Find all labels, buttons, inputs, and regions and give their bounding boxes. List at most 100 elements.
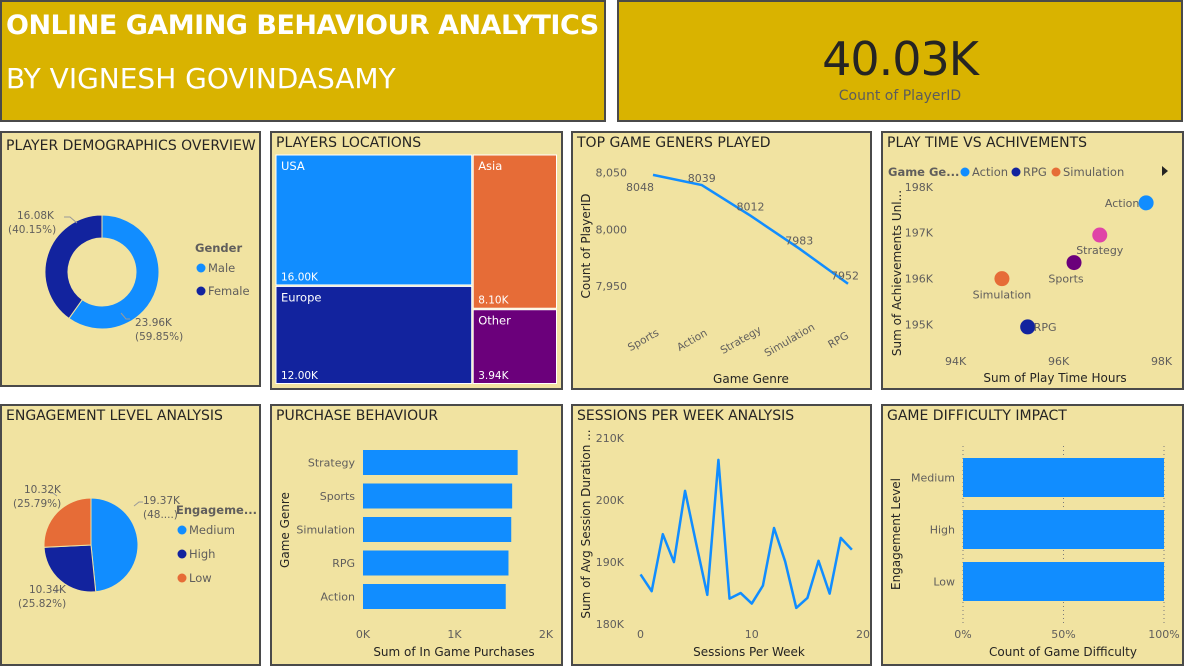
y-tick-label: 197K bbox=[905, 227, 934, 240]
data-label: 10.34K bbox=[29, 584, 67, 596]
data-label: 7983 bbox=[785, 235, 813, 248]
data-label: 23.96K bbox=[135, 317, 173, 329]
x-axis-title: Count of Game Difficulty bbox=[989, 645, 1137, 659]
bar-sports[interactable] bbox=[363, 483, 513, 509]
engagement-panel[interactable]: ENGAGEMENT LEVEL ANALYSIS 19.37K (48....)… bbox=[0, 404, 261, 666]
legend-label: Male bbox=[208, 261, 235, 275]
pie-slice-high[interactable] bbox=[43, 544, 97, 593]
point-label: Sports bbox=[1048, 273, 1084, 286]
legend-marker[interactable] bbox=[177, 525, 187, 535]
data-label: 8012 bbox=[737, 201, 765, 214]
leader-line[interactable] bbox=[50, 492, 58, 497]
data-label: (25.82%) bbox=[18, 598, 66, 610]
pie-slice-low[interactable] bbox=[43, 497, 92, 548]
sessions-panel[interactable]: SESSIONS PER WEEK ANALYSIS 180K 190K 200K 2… bbox=[571, 404, 872, 666]
locations-panel[interactable]: PLAYERS LOCATIONS USA 16.00K Europe 12.00K A… bbox=[270, 131, 563, 390]
y-tick-label: 190K bbox=[596, 556, 625, 569]
bar-rpg[interactable] bbox=[363, 550, 509, 576]
y-tick-label: 196K bbox=[905, 273, 934, 286]
bar-action[interactable] bbox=[363, 584, 506, 609]
legend-label: Action bbox=[972, 165, 1008, 179]
legend-marker[interactable] bbox=[1011, 167, 1021, 177]
playtime-scatter-chart[interactable]: Game Ge... Action RPG Simulation 195K 196K 197… bbox=[883, 133, 1184, 390]
y-tick-label: Sports bbox=[320, 490, 356, 503]
y-tick-label: RPG bbox=[332, 557, 355, 570]
locations-treemap[interactable]: USA 16.00K Europe 12.00K Asia 8.10K Other 3.94K bbox=[272, 133, 563, 390]
y-tick-label: Low bbox=[933, 576, 955, 589]
dashboard-title: ONLINE GAMING BEHAVIOUR ANALYTICS bbox=[6, 10, 599, 41]
point-label: Simulation bbox=[973, 289, 1032, 302]
dashboard-author: BY VIGNESH GOVINDASAMY bbox=[6, 62, 396, 95]
treemap-cell-europe[interactable] bbox=[275, 285, 473, 384]
leader-line[interactable] bbox=[64, 216, 78, 224]
legend-label: Simulation bbox=[1063, 165, 1124, 179]
y-tick-label: 7,950 bbox=[596, 280, 628, 293]
x-tick-label: 98K bbox=[1151, 355, 1173, 368]
treemap-cell-asia[interactable] bbox=[472, 154, 558, 309]
leader-line[interactable] bbox=[120, 312, 130, 320]
y-axis-title: Engagement Level bbox=[889, 478, 903, 590]
x-tick-label: 0K bbox=[356, 628, 371, 641]
series-line[interactable] bbox=[639, 458, 853, 610]
y-tick-label: 180K bbox=[596, 618, 625, 631]
x-tick-label: 10 bbox=[745, 628, 759, 641]
difficulty-panel[interactable]: GAME DIFFICULTY IMPACT 0% 50% 100% Medium Hi… bbox=[881, 404, 1184, 666]
donut-slice-male[interactable] bbox=[68, 214, 160, 330]
legend-marker[interactable] bbox=[1051, 167, 1061, 177]
x-tick-label: 50% bbox=[1051, 628, 1075, 641]
difficulty-bar-chart[interactable]: 0% 50% 100% Medium High Low Count of Game Diff… bbox=[883, 406, 1184, 666]
bar-strategy[interactable] bbox=[363, 450, 518, 475]
scatter-point-simulation[interactable] bbox=[994, 271, 1010, 287]
treemap-cell-usa[interactable] bbox=[275, 154, 473, 286]
kpi-card[interactable]: 40.03K Count of PlayerID bbox=[617, 0, 1183, 122]
y-tick-label: Action bbox=[321, 591, 355, 604]
legend-marker[interactable] bbox=[960, 167, 970, 177]
bar-medium[interactable] bbox=[963, 458, 1164, 497]
legend-label: Female bbox=[208, 284, 250, 298]
bar-simulation[interactable] bbox=[363, 517, 512, 542]
legend-marker[interactable] bbox=[177, 573, 187, 583]
treemap-value: 16.00K bbox=[281, 271, 319, 283]
treemap-label: Asia bbox=[478, 159, 502, 173]
legend-marker[interactable] bbox=[196, 286, 206, 296]
series-line[interactable] bbox=[652, 173, 849, 285]
bar-low[interactable] bbox=[963, 562, 1164, 601]
x-tick-label: 0 bbox=[637, 628, 644, 641]
treemap-label: USA bbox=[281, 159, 305, 173]
legend-label: Low bbox=[189, 571, 212, 585]
y-axis-title: Sum of Achievements Unl... bbox=[890, 190, 904, 356]
donut-slice-female[interactable] bbox=[44, 214, 103, 320]
panel-title: SESSIONS PER WEEK ANALYSIS bbox=[577, 408, 795, 424]
genres-panel[interactable]: TOP GAME GENERS PLAYED 7,950 8,000 8,050 80… bbox=[571, 131, 872, 390]
legend-marker[interactable] bbox=[177, 549, 187, 559]
scatter-point-action[interactable] bbox=[1138, 195, 1154, 211]
data-label: (59.85%) bbox=[135, 331, 183, 343]
playtime-panel[interactable]: PLAY TIME VS ACHIVEMENTS Game Ge... Actio… bbox=[881, 131, 1184, 390]
legend-label: High bbox=[189, 547, 215, 561]
sessions-line-chart[interactable]: 180K 190K 200K 210K 0 10 20 Sessions Per Week Su… bbox=[573, 406, 872, 666]
pie-slice-medium[interactable] bbox=[90, 497, 139, 593]
leader-line[interactable] bbox=[133, 501, 143, 507]
y-tick-label: Simulation bbox=[296, 524, 355, 537]
data-label: 7952 bbox=[831, 270, 859, 283]
purchase-panel[interactable]: PURCHASE BEHAVIOUR Strategy Sports Simulat… bbox=[270, 404, 563, 666]
leader-line[interactable] bbox=[53, 589, 62, 594]
x-tick-label: 20 bbox=[856, 628, 870, 641]
y-tick-label: Strategy bbox=[308, 457, 356, 470]
scatter-point-sports[interactable] bbox=[1066, 255, 1082, 271]
treemap-cell-other[interactable] bbox=[472, 309, 558, 384]
purchase-bar-chart[interactable]: Strategy Sports Simulation RPG Action 0K 1K 2K S… bbox=[272, 406, 563, 666]
x-tick-label: Strategy bbox=[719, 324, 764, 357]
scatter-point-rpg[interactable] bbox=[1020, 319, 1036, 335]
x-tick-label: 1K bbox=[447, 628, 462, 641]
demographics-donut-chart[interactable]: 23.96K (59.85%) 16.08K (40.15%) Gender Male Fe… bbox=[2, 133, 261, 387]
legend-next-icon[interactable] bbox=[1162, 166, 1168, 176]
engagement-pie-chart[interactable]: 19.37K (48....) 10.34K (25.82%) 10.32K (25.79… bbox=[2, 406, 261, 666]
data-label: 10.32K bbox=[24, 484, 62, 496]
legend-marker[interactable] bbox=[196, 263, 206, 273]
bar-high[interactable] bbox=[963, 510, 1164, 549]
panel-title: PURCHASE BEHAVIOUR bbox=[276, 408, 439, 424]
scatter-point-strategy[interactable] bbox=[1092, 227, 1108, 243]
demographics-panel[interactable]: PLAYER DEMOGRAPHICS OVERVIEW 23.96K (59.8… bbox=[0, 131, 261, 387]
